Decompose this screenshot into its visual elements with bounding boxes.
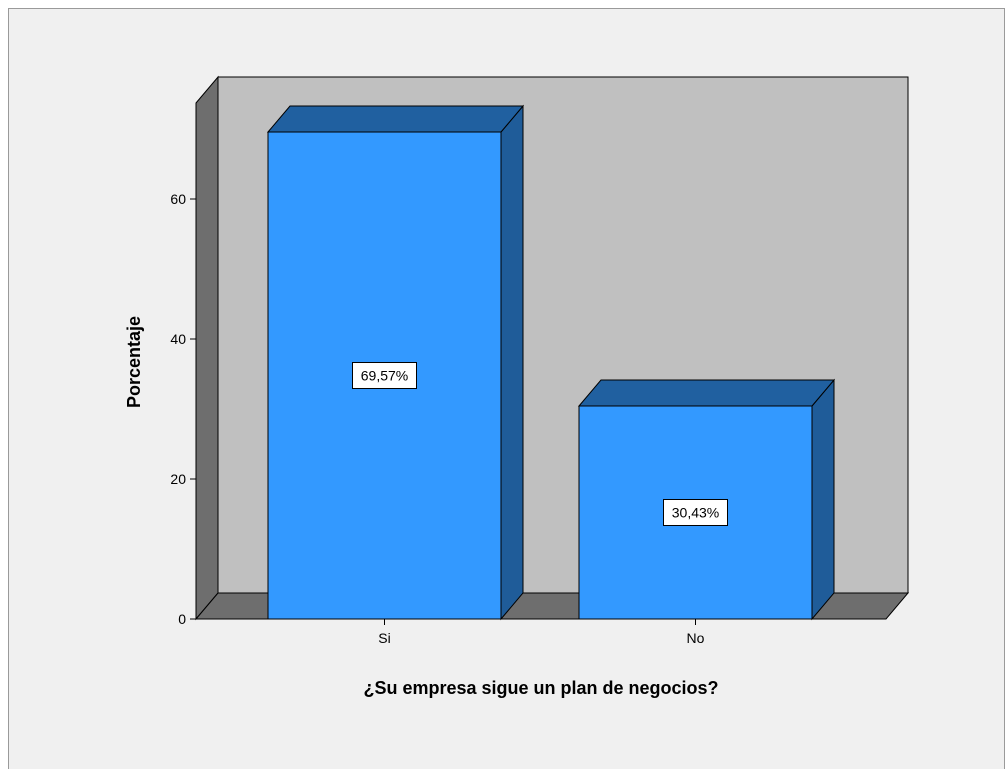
y-axis-title: Porcentaje	[124, 316, 144, 408]
bar-si: 69,57%	[266, 104, 525, 621]
bar-top-face	[266, 105, 525, 133]
bar-top-face	[577, 379, 836, 407]
bar-no: 30,43%	[577, 378, 836, 621]
data-label-box	[352, 362, 417, 390]
x-tick-label: No	[687, 630, 705, 646]
data-label: 69,57%	[361, 368, 408, 384]
data-label-box	[663, 498, 728, 526]
data-label: 30,43%	[672, 504, 719, 520]
x-axis-title: ¿Su empresa sigue un plan de negocios?	[363, 678, 718, 698]
chart-side-wall	[195, 75, 219, 621]
bar-side-face	[500, 104, 524, 621]
y-tick-label: 40	[170, 331, 186, 347]
y-tick-label: 60	[170, 191, 186, 207]
x-axis: Si No	[196, 618, 886, 646]
y-axis: 0 20 40 60	[170, 103, 197, 627]
bar-side-face	[811, 378, 835, 621]
bars: 69,57% 30,43%	[266, 104, 836, 621]
x-tick-label: Si	[378, 630, 390, 646]
y-tick-label: 20	[170, 471, 186, 487]
y-tick-label: 0	[178, 611, 186, 627]
